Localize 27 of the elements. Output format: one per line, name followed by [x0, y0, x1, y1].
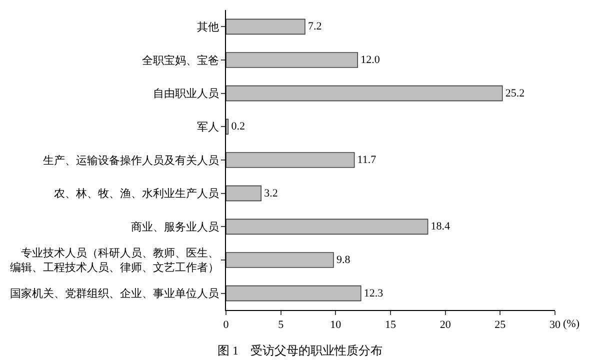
data-label: 0.2: [231, 120, 245, 133]
data-label: 9.8: [336, 254, 351, 266]
y-tick-label: 国家机关、党群组织、企业、事业单位人员: [10, 287, 219, 300]
y-tick-label: 农、林、牧、渔、水利业生产人员: [54, 187, 219, 200]
x-tick-label: 15: [385, 319, 396, 332]
data-label: 3.2: [264, 187, 278, 200]
y-tick-label: 其他: [196, 20, 219, 34]
data-label: 12.0: [360, 54, 380, 66]
data-label: 25.2: [505, 87, 525, 100]
y-tick-label: 全职宝妈、宝爸: [142, 54, 219, 67]
x-tick-label: 10: [330, 319, 342, 332]
y-tick-label: 商业、服务业人员: [130, 220, 219, 234]
x-tick-label: 25: [494, 319, 506, 332]
x-tick-label: 5: [278, 319, 284, 332]
data-label: 18.4: [430, 220, 451, 233]
data-label: 12.3: [364, 287, 384, 300]
data-label: 7.2: [308, 20, 322, 33]
y-tick-label: 军人: [196, 122, 219, 134]
x-axis-title: (%): [563, 318, 580, 330]
text: 图 1 受访父母的职业性质分布: [218, 344, 382, 358]
y-tick-label: 专业技术人员（科研人员、教师、医生、编辑、工程技术人员、律师、文艺工作者）: [10, 246, 219, 274]
data-label: 11.7: [357, 154, 377, 166]
x-tick-label: 0: [223, 319, 230, 332]
x-tick-label: 20: [440, 319, 452, 332]
y-tick-label: 生产、运输设备操作人员及有关人员: [42, 154, 219, 167]
x-tick-label: 30: [550, 319, 561, 332]
y-tick-label: 自由职业人员: [152, 87, 219, 100]
